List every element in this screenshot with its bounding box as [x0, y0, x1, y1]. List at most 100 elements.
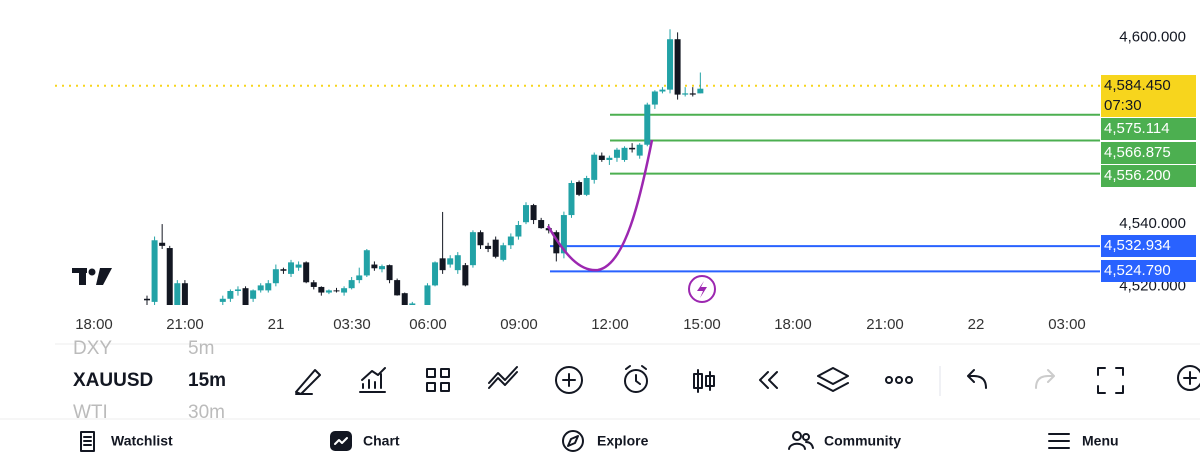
candle-body [159, 242, 166, 246]
candle-body [280, 269, 287, 271]
compare[interactable] [488, 366, 518, 389]
candle-body [341, 288, 348, 293]
candle-body [538, 220, 545, 229]
candle-body [477, 232, 484, 246]
candle-body [469, 232, 476, 266]
chart-type[interactable] [693, 369, 715, 393]
replay[interactable] [759, 371, 778, 389]
candle-body [515, 225, 522, 237]
symbol-picker[interactable]: DXY 5m XAUUSD 15m WTI 30m [73, 338, 226, 423]
candle-body [250, 290, 257, 299]
candle-body [507, 236, 514, 246]
next-symbol[interactable]: WTI [73, 402, 108, 423]
bolt [697, 281, 707, 298]
next-interval[interactable]: 30m [188, 402, 225, 423]
candle-body [265, 283, 272, 291]
redo[interactable] [1035, 369, 1055, 389]
alert[interactable] [624, 369, 648, 393]
candle-body [432, 262, 439, 286]
candle-body [174, 283, 181, 305]
community-icon[interactable] [792, 431, 802, 441]
candle-body [485, 245, 492, 249]
interval[interactable]: 15m [188, 370, 226, 391]
time-label: 06:00 [409, 316, 447, 333]
candle-body [424, 285, 431, 305]
fullscreen[interactable] [1097, 367, 1124, 394]
indicators[interactable] [359, 367, 386, 393]
candle-body [576, 182, 583, 195]
candle-body [606, 157, 613, 160]
candle-body [636, 144, 643, 156]
layouts[interactable] [426, 368, 450, 392]
candle-body [462, 265, 469, 286]
time-label: 18:00 [75, 316, 113, 333]
price-label: 4,532.934 [1104, 237, 1171, 254]
nav-item[interactable]: Community [824, 433, 901, 449]
layers[interactable] [817, 367, 849, 392]
time-label: 12:00 [591, 316, 629, 333]
candle-body [530, 205, 537, 221]
undo[interactable] [967, 369, 987, 389]
nav-item[interactable]: Explore [597, 433, 649, 449]
add-more[interactable] [1177, 365, 1200, 391]
candle-body [303, 262, 310, 283]
candle-body [257, 285, 264, 291]
candle-body [568, 183, 575, 216]
draw-tool[interactable] [295, 369, 321, 395]
price-label: 4,524.790 [1104, 262, 1171, 279]
candle-body [234, 289, 241, 291]
y-tick-label: 4,600.000 [1119, 28, 1186, 45]
candle-body [629, 147, 636, 150]
explore-icon[interactable] [562, 430, 584, 452]
prev-interval[interactable]: 5m [188, 338, 214, 359]
candle-body [651, 91, 658, 105]
candle-body [181, 283, 188, 305]
candle-body [356, 275, 363, 281]
time-label: 03:00 [1048, 316, 1086, 333]
plot-area [144, 29, 704, 305]
candle-body [310, 282, 317, 287]
time-label: 18:00 [774, 316, 812, 333]
candle-body [523, 205, 529, 223]
logo [72, 268, 112, 285]
nav-item[interactable]: Chart [363, 433, 400, 449]
candle-body [682, 93, 689, 95]
nav-bar: Watchlist Chart Explore Community Menu [111, 433, 1119, 449]
price-label-box [1101, 118, 1196, 140]
prev-symbol[interactable]: DXY [73, 338, 112, 359]
price-label-box [1101, 235, 1196, 257]
candle-body [272, 269, 279, 284]
candle-body [409, 303, 416, 305]
symbol[interactable]: XAUUSD [73, 370, 153, 391]
watchlist-icon[interactable] [80, 431, 95, 452]
candle-body [401, 293, 408, 305]
candle-body [166, 248, 173, 305]
candle-body [560, 215, 567, 254]
price-label: 4,584.450 [1104, 77, 1171, 94]
add[interactable] [555, 366, 583, 394]
candle-body [689, 93, 696, 95]
candle-body [613, 149, 620, 158]
price-label: 4,575.114 [1104, 120, 1170, 137]
candle-body [621, 147, 628, 160]
time-label: 21:00 [866, 316, 904, 333]
nav-item[interactable]: Menu [1082, 433, 1119, 449]
time-label: 22 [968, 316, 985, 333]
more[interactable] [885, 376, 893, 384]
price-label: 4,566.875 [1104, 144, 1171, 161]
candle-body [219, 298, 226, 302]
menu-icon[interactable] [1048, 433, 1070, 449]
candle-body [598, 155, 605, 160]
candle-body [447, 258, 454, 265]
candle-body [659, 89, 666, 92]
nav-item[interactable]: Watchlist [111, 433, 173, 449]
candle-body [667, 39, 674, 90]
price-label-box [1101, 142, 1196, 164]
time-label: 09:00 [500, 316, 538, 333]
candle-body [318, 286, 325, 293]
countdown: 07:30 [1104, 97, 1142, 114]
candle-body [394, 280, 401, 296]
candle-body [553, 232, 560, 254]
candle-body [500, 245, 507, 260]
